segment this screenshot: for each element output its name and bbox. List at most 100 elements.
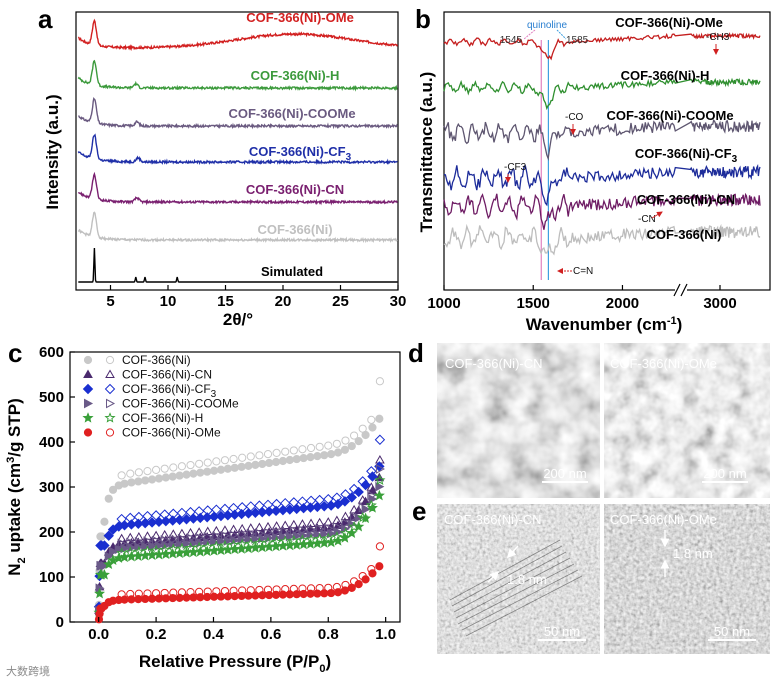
iso-point-adsorption xyxy=(299,453,308,463)
iso-point-desorption xyxy=(357,476,368,487)
xrd-label-cof-366-ni: COF-366(Ni) xyxy=(257,222,332,237)
iso-point-adsorption xyxy=(258,459,267,469)
iso-point-desorption xyxy=(143,589,152,598)
iso-point-desorption xyxy=(236,538,248,550)
panel-c-xlabel: Relative Pressure (P/P0) xyxy=(139,652,331,675)
iso-point-desorption xyxy=(341,580,350,590)
iso-point-desorption xyxy=(322,532,334,543)
iso-point-desorption xyxy=(186,460,195,470)
iso-point-desorption xyxy=(167,543,179,555)
xrd-tick-label: 30 xyxy=(390,293,407,310)
panel-label-c: c xyxy=(8,338,22,368)
iso-point-desorption xyxy=(228,539,240,550)
iso-point-desorption xyxy=(193,541,205,553)
legend-label-cof-366-ni: COF-366(Ni) xyxy=(122,353,191,367)
iso-point-desorption xyxy=(185,506,196,518)
iso-point-adsorption xyxy=(154,474,164,483)
iso-point-desorption xyxy=(202,540,214,552)
panel-c-ylabel: N2 uptake (cm3/g STP) xyxy=(5,398,28,576)
iso-point-adsorption xyxy=(327,450,336,459)
iso-point-desorption xyxy=(195,587,204,596)
legend-label-cof-366-ni-h: COF-366(Ni)-H xyxy=(122,411,203,425)
iso-point-adsorption xyxy=(216,465,226,474)
iso-point-desorption xyxy=(134,468,143,477)
iso-point-adsorption xyxy=(375,414,384,423)
iso-point-desorption xyxy=(142,510,153,522)
tem-title-ome: COF-366(Ni)-OMe xyxy=(610,512,717,527)
iso-point-adsorption xyxy=(306,453,315,462)
marker-label-1545: 1545 xyxy=(500,35,523,46)
ftir-series-cof-366-ni-cf3 xyxy=(443,164,761,207)
iso-point-adsorption xyxy=(203,467,212,476)
ftir-tick-label: 1500 xyxy=(517,295,550,312)
iso-point-desorption xyxy=(212,457,221,466)
iso-point-adsorption xyxy=(120,479,129,488)
xrd-tick-label: 5 xyxy=(106,293,114,310)
iso-point-desorption xyxy=(315,524,325,534)
sem-title-ome: COF-366(Ni)-OMe xyxy=(610,356,717,371)
iso-point-desorption xyxy=(305,495,317,506)
iso-point-desorption xyxy=(341,436,350,445)
panel-b-ylabel: Transmittance (a.u.) xyxy=(417,72,436,233)
iso-point-desorption xyxy=(262,536,274,548)
iso-point-desorption xyxy=(349,431,359,440)
iso-point-desorption xyxy=(271,536,283,547)
iso-point-desorption xyxy=(212,587,221,596)
iso-point-desorption xyxy=(203,532,213,542)
tem-spacing-ome: 1.8 nm xyxy=(673,546,713,561)
iso-point-desorption xyxy=(358,424,367,433)
iso-point-desorption xyxy=(297,496,308,507)
iso-point-adsorption xyxy=(127,478,136,487)
legend-marker-open xyxy=(104,383,116,395)
ftir-tick-label: 1000 xyxy=(427,295,460,312)
xrd-label-cof-366-ni-cn: COF-366(Ni)-CN xyxy=(246,182,344,197)
iso-point-desorption xyxy=(219,503,231,515)
panel-label-d: d xyxy=(408,338,424,368)
iso-point-desorption xyxy=(367,490,377,501)
legend-marker-open xyxy=(105,355,115,365)
iso-xtick-label: 1.0 xyxy=(375,626,396,643)
iso-point-desorption xyxy=(126,469,135,478)
iso-point-adsorption xyxy=(375,562,384,571)
iso-point-desorption xyxy=(365,499,377,511)
panel-a-xrd: a COF-366(Ni)-OMeCOF-366(Ni)-HCOF-366(Ni… xyxy=(38,4,406,329)
iso-point-desorption xyxy=(141,545,154,556)
iso-point-adsorption xyxy=(189,469,198,478)
iso-point-adsorption xyxy=(313,452,322,461)
iso-point-adsorption xyxy=(196,468,205,477)
legend-label-cof-366-ni-cn: COF-366(Ni)-CN xyxy=(122,368,212,382)
annot-cf3: -CF3 xyxy=(504,162,527,173)
xrd-series-cof-366-ni-cf3 xyxy=(77,133,398,166)
iso-point-desorption xyxy=(280,497,291,509)
iso-point-desorption xyxy=(254,522,265,531)
tem-spacing-cn: 1.8 nm xyxy=(507,572,547,587)
iso-point-desorption xyxy=(229,586,238,595)
iso-point-desorption xyxy=(375,464,385,474)
iso-point-desorption xyxy=(263,585,273,594)
iso-point-adsorption xyxy=(340,445,350,454)
iso-point-desorption xyxy=(272,448,281,457)
iso-point-adsorption xyxy=(353,486,364,498)
annot-cn: -CN xyxy=(638,214,656,225)
iso-point-desorption xyxy=(238,529,248,540)
panel-c-ticks: 0.0 0.2 0.4 0.6 0.8 1.0 0 100 200 300 400 500 600 xyxy=(39,344,396,643)
iso-point-desorption xyxy=(288,534,300,546)
iso-point-desorption xyxy=(357,495,368,504)
xrd-tick-label: 25 xyxy=(332,293,349,310)
iso-point-desorption xyxy=(288,519,299,529)
iso-xtick-label: 0.0 xyxy=(88,626,109,643)
iso-point-adsorption xyxy=(175,471,184,480)
xrd-tick-label: 20 xyxy=(275,293,292,310)
iso-point-desorption xyxy=(159,509,170,520)
annot-co: -CO xyxy=(565,112,584,123)
iso-point-desorption xyxy=(272,585,281,594)
iso-point-adsorption xyxy=(209,466,219,475)
iso-point-desorption xyxy=(331,530,343,542)
iso-point-desorption xyxy=(195,459,204,468)
tem-scale-ome: 50 nm xyxy=(714,624,750,639)
iso-point-desorption xyxy=(177,588,187,597)
iso-point-desorption xyxy=(152,535,162,546)
iso-point-desorption xyxy=(116,513,127,525)
legend-marker-filled xyxy=(82,383,94,395)
